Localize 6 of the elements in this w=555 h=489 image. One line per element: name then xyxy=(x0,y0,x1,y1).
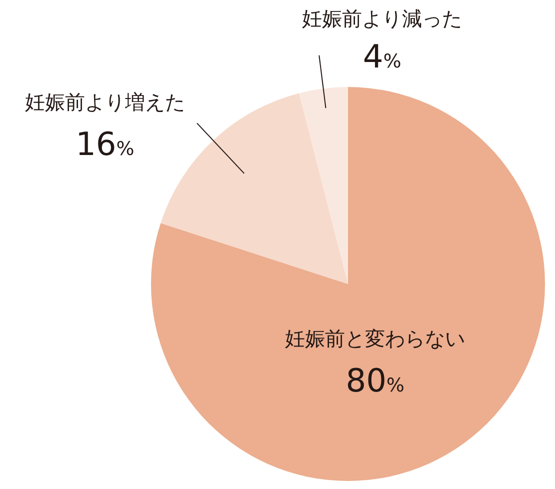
slice-label: 妊娠前より増えた xyxy=(24,90,185,114)
slice-label: 妊娠前と変わらない xyxy=(285,326,466,351)
data-label: 4% xyxy=(362,37,402,76)
slice-label: 妊娠前より減った xyxy=(302,6,462,30)
data-label: 80% xyxy=(346,362,404,400)
data-label: 16% xyxy=(76,125,134,164)
